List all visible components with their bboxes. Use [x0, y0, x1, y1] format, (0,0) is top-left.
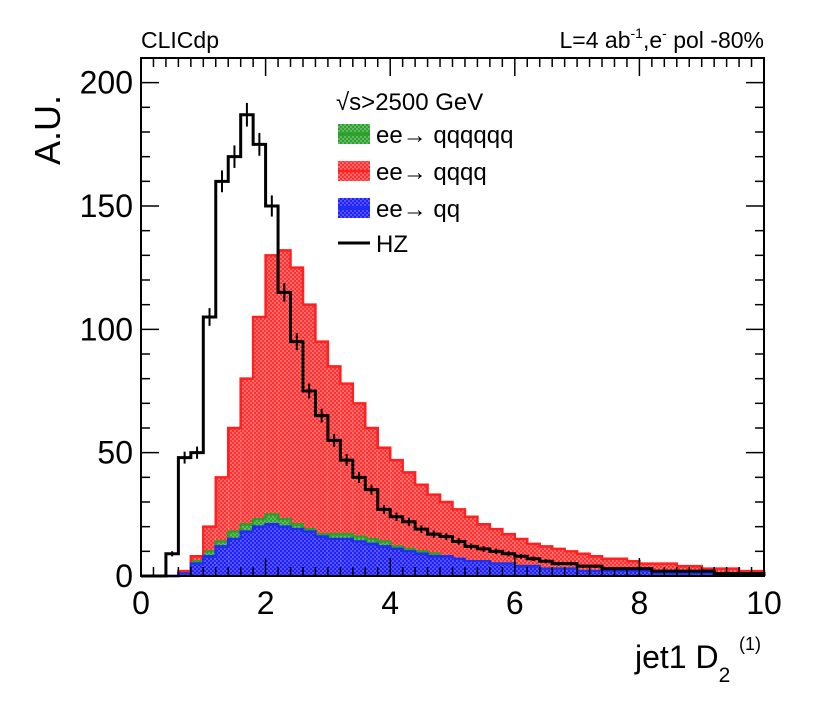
bar-qqqq [327, 366, 341, 576]
bar-qq [302, 531, 316, 576]
bar-qq [352, 541, 366, 576]
legend-label-qqqqqq: ee→ qqqqqq [376, 122, 513, 149]
bar-qq [365, 543, 378, 576]
x-tick-label: 0 [132, 585, 150, 621]
bar-qq [440, 556, 453, 576]
legend-sqrt-s: √s [336, 89, 361, 116]
bar-qq [340, 539, 353, 576]
legend-label-qq: ee→ qq [376, 196, 460, 223]
bar-qq [390, 548, 403, 576]
bar-qq [602, 571, 615, 576]
bar-qqqq [278, 250, 291, 576]
x-tick-label: 4 [381, 585, 399, 621]
bar-qq [639, 571, 652, 576]
luminosity-label: L=4 ab-1,e- pol -80% [560, 25, 764, 53]
bar-qq [552, 568, 565, 576]
lumi-mid: ,e [643, 27, 662, 53]
lumi-exponent: -1 [631, 25, 644, 41]
bar-qq [626, 571, 640, 576]
bar-qq [278, 526, 291, 576]
x-axis-label-main: jet1 D [634, 639, 719, 675]
bar-qq [253, 526, 266, 576]
lumi-electron-charge: - [662, 25, 667, 41]
y-tick-label: 50 [97, 435, 133, 471]
bar-qq [564, 568, 578, 576]
bar-qqqq [265, 255, 279, 577]
bar-qq [402, 551, 416, 576]
bar-qq [427, 556, 441, 576]
bar-qq [240, 531, 254, 576]
bar-qqqq [352, 403, 366, 576]
y-tick-label: 150 [80, 188, 133, 224]
bar-qq [315, 536, 328, 576]
bar-qqqq [290, 267, 303, 576]
x-tick-label: 2 [257, 585, 275, 621]
x-axis-label-sub: 2 [719, 664, 731, 687]
x-axis-label-sup: (1) [739, 634, 761, 654]
bar-qq [577, 571, 590, 576]
plot-frame [140, 57, 765, 577]
y-axis-label: A.U. [27, 95, 68, 165]
experiment-label: CLICdp [141, 27, 219, 53]
bar-qq [377, 546, 391, 576]
series-line-qqqq [141, 249, 766, 578]
bar-qqqq [253, 317, 266, 576]
bar-qq [502, 563, 515, 576]
bar-qq [527, 566, 540, 576]
legend-label-hz: HZ [376, 231, 408, 258]
x-tick-label: 10 [746, 585, 782, 621]
bar-qq [415, 553, 428, 576]
bar-qqqq [302, 304, 316, 576]
bar-qq [489, 563, 503, 576]
bar-qq [614, 571, 627, 576]
bar-qq [464, 561, 478, 576]
lumi-suffix: pol -80% [667, 27, 764, 53]
bar-qq [290, 529, 303, 576]
bar-qq [203, 556, 216, 576]
bar-qq [327, 539, 341, 576]
legend-title: √s>2500 GeV [336, 89, 483, 116]
bar-qq [265, 524, 279, 576]
bar-qqqq [315, 341, 328, 576]
bar-qq [539, 568, 553, 576]
y-tick-label: 100 [80, 311, 133, 347]
y-tick-label: 0 [115, 558, 133, 594]
x-tick-label: 8 [631, 585, 649, 621]
legend-energy: >2500 GeV [361, 89, 483, 116]
x-tick-label: 6 [506, 585, 524, 621]
bar-qq [228, 539, 241, 576]
bar-qq [190, 563, 204, 576]
legend-label-qqqq: ee→ qqqq [376, 159, 487, 186]
bar-qqqq [340, 383, 353, 576]
y-tick-label: 200 [80, 65, 133, 101]
bar-qq [215, 546, 229, 576]
x-axis-label: jet1 D2 [634, 639, 730, 687]
lumi-prefix: L=4 ab [560, 27, 631, 53]
bar-qq [514, 566, 528, 576]
bar-qq [452, 558, 465, 576]
bar-qq [589, 571, 603, 576]
legend: √s>2500 GeV ee→ qqqqqq ee→ qqqq ee→ qq H… [336, 89, 513, 258]
bar-qq [477, 561, 490, 576]
